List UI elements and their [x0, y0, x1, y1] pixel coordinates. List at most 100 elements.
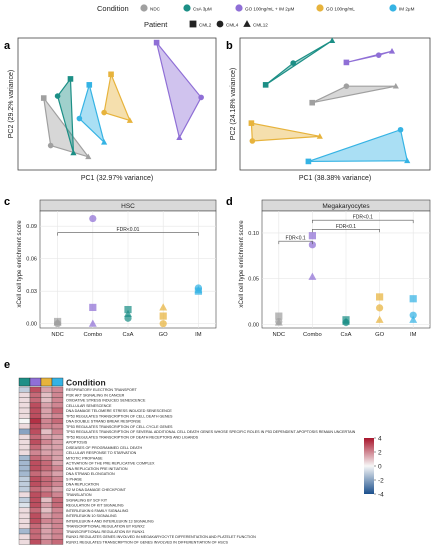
heatmap-cell — [29, 465, 42, 472]
heatmap-cell — [18, 512, 31, 519]
y-tick-label: 0.00 — [26, 322, 37, 328]
heatmap-cell — [40, 539, 53, 545]
heatmap-cell — [29, 407, 42, 414]
y-axis-label: xCell cell type enrichment score — [16, 220, 23, 308]
data-point — [342, 317, 350, 325]
sample-point — [126, 117, 133, 123]
y-axis-label: PC2 (24.18% variance) — [230, 68, 237, 140]
heatmap-cell — [40, 386, 53, 393]
heatmap-cell — [29, 481, 42, 487]
heatmap-cell — [51, 455, 64, 461]
heatmap-cell — [40, 392, 53, 398]
group-hull — [78, 82, 106, 145]
pathway-label: DNA REPLICATION — [66, 483, 99, 487]
group-hull — [56, 77, 75, 154]
xcell-plot-megakaryocytes: Megakaryocytes 0.00 0.05 0.10 NDC Combo CsA GO I… — [238, 199, 431, 338]
heatmap-cell — [29, 397, 42, 403]
heatmap-cell — [18, 476, 31, 482]
heatmap-cell — [29, 539, 42, 545]
legend-condition-title: Condition — [97, 4, 129, 13]
legend-swatch-3 — [316, 4, 324, 12]
x-tick-label: GO — [159, 332, 169, 338]
group-hull — [308, 128, 408, 163]
heatmap-cell — [51, 392, 64, 398]
legend-condition-label: CsA 3μM — [193, 7, 212, 12]
heatmap-cell — [18, 481, 31, 487]
legend-condition-label: GO 100ng/mL — [326, 7, 355, 12]
heatmap-cell — [40, 428, 53, 435]
heatmap-cell — [18, 491, 31, 498]
heatmap-cell — [40, 481, 53, 487]
heatmap-cell — [51, 397, 64, 403]
heatmap-cell — [51, 413, 64, 419]
pathway-label: RESPIRATORY ELECTRON TRANSPORT — [66, 388, 137, 392]
significance-bracket — [312, 228, 380, 233]
condition-annotation-cell — [29, 377, 42, 387]
heatmap-cell — [40, 413, 53, 419]
heatmap-cell — [51, 449, 64, 456]
legend-patient-label: CML2 — [199, 23, 212, 28]
legend-patient-label: CML4 — [226, 23, 239, 28]
heatmap-cell — [18, 528, 31, 535]
significance-label: FDR<0.01 — [117, 227, 140, 233]
heatmap-cell — [29, 418, 42, 424]
heatmap-cell — [51, 460, 64, 466]
colorbar — [364, 438, 374, 494]
pathway-label: REGULATION OF KIT SIGNALING — [66, 504, 124, 508]
heatmap-cell — [40, 486, 53, 493]
heatmap-cell — [51, 523, 64, 529]
pathway-label: INTERLEUKIN 6 FAMILY SIGNALING — [66, 509, 128, 513]
sample-point — [316, 133, 323, 139]
data-point — [124, 309, 132, 317]
sample-point — [249, 138, 256, 144]
heatmap-cell — [51, 502, 64, 508]
heatmap-cell — [29, 434, 42, 440]
heatmap-cell — [40, 502, 53, 508]
group-hull — [103, 72, 131, 122]
sample-point — [375, 52, 382, 58]
pathway-label: S PHASE — [66, 477, 83, 481]
heatmap-cell — [18, 439, 31, 445]
heatmap-cell — [40, 497, 53, 503]
pathway-label: RUNX1 REGULATES TRANSCRIPTION OF GENES I… — [66, 540, 229, 544]
data-point — [409, 315, 418, 323]
sample-point — [85, 153, 92, 160]
heatmap-cell — [18, 428, 31, 435]
x-tick-label: Combo — [303, 332, 322, 338]
data-point — [275, 312, 283, 320]
heatmap-cell — [18, 539, 31, 545]
y-tick-label: 0.03 — [26, 289, 37, 295]
significance-label: FDR<0.1 — [336, 224, 356, 230]
condition-keys: NDC CsA 3μM GO 100ng/mL + IM 2μM GO 100ng/m… — [140, 4, 415, 12]
significance-bracket — [312, 219, 414, 224]
heatmap-cell — [40, 523, 53, 529]
heatmap-cell — [29, 497, 42, 503]
heatmap-cell — [29, 470, 42, 477]
heatmap-cell — [40, 470, 53, 477]
y-tick-label: 0.00 — [248, 322, 259, 328]
pathway-label: G2 M DNA DAMAGE CHECKPOINT — [66, 488, 127, 492]
heatmap-cell — [29, 402, 42, 409]
heatmap-cell — [40, 407, 53, 414]
heatmap-cell — [29, 439, 42, 445]
legend-swatch-1 — [183, 4, 191, 12]
heatmap-cell — [29, 460, 42, 466]
heatmap-cell — [40, 423, 53, 430]
heatmap-cell — [40, 449, 53, 456]
heatmap-cell — [18, 413, 31, 419]
heatmap-cell — [29, 386, 42, 393]
heatmap-cell — [51, 465, 64, 472]
panel-label-e: e — [4, 359, 10, 371]
heatmap-cell — [29, 455, 42, 461]
heatmap-cell — [18, 470, 31, 477]
x-tick-label: Combo — [83, 332, 102, 338]
significance-label: FDR<0.1 — [286, 236, 306, 242]
heatmap-cell — [40, 491, 53, 498]
heatmap-cell — [29, 491, 42, 498]
pathway-label: SIGNALING BY SCF KIT — [66, 498, 108, 502]
heatmap-cell — [18, 407, 31, 414]
heatmap-cell — [18, 486, 31, 493]
sample-point — [40, 95, 47, 101]
pathway-label: APOPTOSIS — [66, 441, 88, 445]
